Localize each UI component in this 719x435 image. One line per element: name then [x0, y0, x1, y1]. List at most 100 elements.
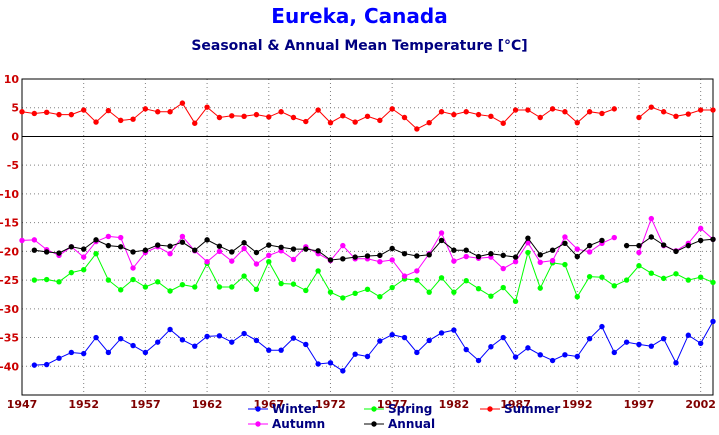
data-point-annual [43, 249, 50, 255]
data-point-summer [438, 109, 445, 115]
data-point-winter [142, 349, 149, 356]
plot-frame [21, 78, 714, 396]
data-point-winter [463, 346, 469, 353]
data-point-annual [303, 246, 309, 252]
data-point-summer [611, 106, 617, 112]
data-point-annual [167, 243, 173, 249]
data-point-annual [93, 237, 99, 243]
data-point-spring [377, 294, 383, 300]
data-point-spring [451, 289, 457, 295]
chart-title: Eureka, Canada [271, 4, 448, 28]
data-point-winter [118, 335, 124, 342]
data-point-summer [352, 119, 358, 125]
data-point-spring [130, 276, 136, 283]
data-point-annual [31, 247, 38, 253]
data-point-summer [155, 109, 161, 115]
data-point-autumn [340, 242, 346, 249]
x-tick-label: 2002 [685, 398, 716, 411]
data-point-winter [130, 342, 136, 349]
data-point-summer [500, 120, 506, 126]
data-point-winter [229, 339, 235, 345]
data-point-autumn [179, 233, 186, 240]
data-point-spring [303, 287, 309, 294]
data-point-winter [43, 361, 50, 368]
data-point-spring [438, 275, 445, 281]
data-point-autumn [648, 215, 655, 222]
data-point-annual [549, 247, 556, 253]
data-point-summer [710, 107, 716, 113]
data-point-spring [278, 280, 284, 287]
data-point-annual [488, 250, 494, 257]
data-point-annual [266, 242, 272, 248]
data-point-spring [56, 279, 62, 285]
data-point-winter [377, 338, 383, 344]
data-point-summer [290, 114, 297, 121]
data-point-winter [500, 334, 506, 341]
x-tick-label: 1947 [7, 398, 38, 411]
data-point-spring [574, 294, 580, 300]
data-point-winter [562, 352, 568, 358]
data-point-annual [216, 243, 223, 249]
data-point-annual [463, 247, 469, 253]
y-tick-label: -40 [0, 360, 19, 373]
y-tick-label: -20 [0, 245, 19, 258]
data-point-annual [130, 249, 136, 255]
data-point-autumn [500, 265, 506, 272]
data-point-spring [290, 281, 297, 287]
data-point-spring [660, 275, 667, 282]
y-tick-label: -25 [0, 274, 19, 287]
data-point-winter [685, 332, 692, 338]
data-point-annual [599, 237, 605, 244]
data-point-summer [241, 113, 247, 120]
data-point-summer [142, 106, 149, 112]
data-point-autumn [204, 259, 210, 265]
data-point-spring [352, 290, 358, 297]
data-point-winter [303, 341, 309, 348]
data-point-spring [80, 267, 87, 273]
data-point-spring [525, 249, 531, 256]
data-point-summer [179, 100, 186, 106]
data-point-annual [537, 252, 543, 258]
data-point-winter [438, 330, 445, 336]
data-point-annual [241, 240, 247, 246]
data-point-spring [697, 274, 704, 280]
chart-subtitle: Seasonal & Annual Mean Temperature [°C] [191, 38, 528, 54]
data-point-spring [611, 283, 617, 289]
data-point-winter [93, 334, 99, 341]
data-point-winter [278, 347, 284, 353]
data-point-summer [327, 119, 334, 126]
data-point-spring [599, 274, 605, 280]
data-point-autumn [549, 257, 556, 264]
data-point-annual [475, 253, 482, 260]
data-point-winter [352, 351, 358, 357]
data-point-autumn [574, 246, 580, 252]
data-point-summer [266, 114, 272, 120]
data-point-annual [660, 242, 667, 248]
data-point-summer [192, 120, 198, 126]
data-point-winter [623, 339, 630, 345]
data-point-annual [562, 240, 568, 247]
data-point-spring [414, 277, 420, 283]
data-point-spring [648, 270, 655, 276]
data-point-summer [697, 107, 704, 113]
data-point-annual [179, 239, 186, 245]
data-point-spring [340, 295, 346, 301]
data-point-winter [586, 335, 593, 342]
data-point-winter [167, 326, 173, 333]
data-point-winter [475, 357, 482, 364]
data-point-autumn [562, 234, 568, 240]
data-point-winter [204, 333, 210, 340]
data-point-winter [549, 357, 556, 364]
y-tick-label: 0 [11, 130, 19, 143]
data-point-autumn [118, 234, 124, 241]
data-point-autumn [253, 261, 260, 267]
data-point-autumn [290, 256, 297, 263]
data-point-winter [488, 344, 494, 350]
data-point-winter [673, 360, 679, 366]
data-point-annual [401, 250, 408, 257]
data-point-autumn [586, 249, 593, 255]
data-point-spring [636, 263, 642, 269]
data-point-autumn [463, 253, 469, 260]
data-point-summer [130, 116, 136, 122]
